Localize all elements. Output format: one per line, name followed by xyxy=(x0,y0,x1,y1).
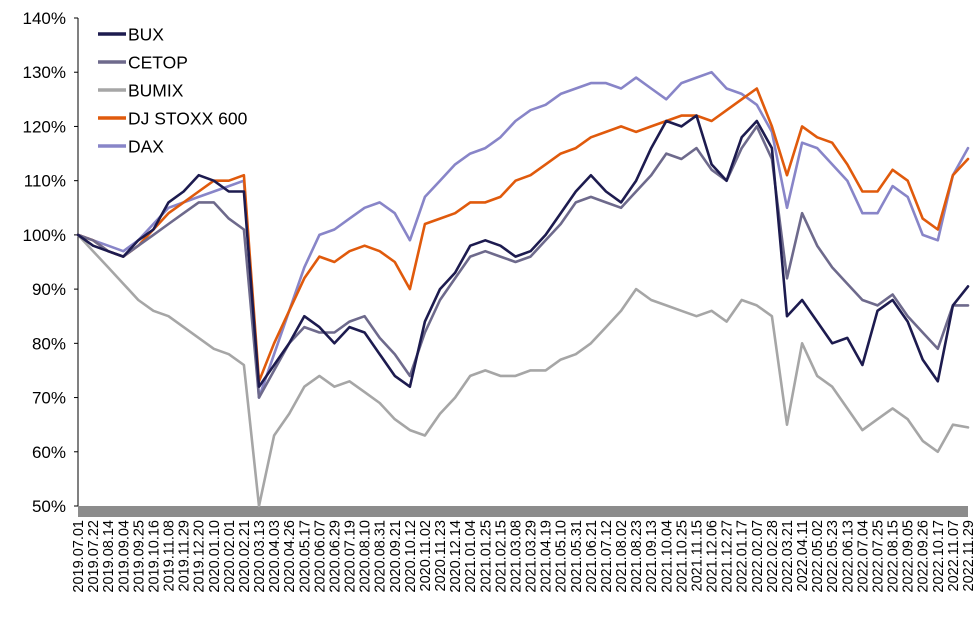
x-tick-label: 2021.12.27 xyxy=(720,520,736,593)
series-line-dj-stoxx-600 xyxy=(76,87,970,383)
x-tick-label: 2021.12.06 xyxy=(705,520,721,593)
y-tick-label: 70% xyxy=(32,389,66,408)
legend-label: DJ STOXX 600 xyxy=(128,109,248,129)
y-tick-label: 140% xyxy=(23,9,66,28)
x-tick-label: 2022.01.17 xyxy=(735,520,751,593)
x-tick-label: 2021.08.23 xyxy=(629,520,645,593)
legend: BUX CETOP BUMIX DJ STOXX 600 DAX xyxy=(98,25,248,157)
y-tick-label: 130% xyxy=(23,63,66,82)
series-line-bumix xyxy=(76,233,970,508)
legend-label: BUMIX xyxy=(128,81,184,101)
x-tick-label: 2021.09.13 xyxy=(644,520,660,593)
x-tick-label: 2020.12.14 xyxy=(448,520,464,593)
x-tick-label: 2022.04.11 xyxy=(795,520,811,592)
series-line-dax xyxy=(76,70,970,399)
x-tick-label: 2019.07.01 xyxy=(71,520,87,593)
x-tick-label: 2020.08.10 xyxy=(358,520,374,593)
x-tick-label: 2021.11.15 xyxy=(689,520,705,592)
x-tick-label: 2021.06.21 xyxy=(584,520,600,593)
x-tick-label: 2022.02.28 xyxy=(765,520,781,593)
x-tick-label: 2021.01.04 xyxy=(463,520,479,593)
x-tick-label: 2020.04.26 xyxy=(282,520,298,593)
x-tick-label: 2020.05.17 xyxy=(297,520,313,593)
x-tick-label: 2021.03.08 xyxy=(508,520,524,593)
x-tick-label: 2020.04.03 xyxy=(267,520,283,593)
x-tick-label: 2022.09.26 xyxy=(916,520,932,593)
x-tick-label: 2021.07.12 xyxy=(599,520,615,593)
x-tick-label: 2020.07.19 xyxy=(343,520,359,593)
x-tick-label: 2020.06.29 xyxy=(327,520,343,593)
series-line-cetop xyxy=(76,125,970,399)
legend-label: CETOP xyxy=(128,53,188,73)
x-tick-label: 2019.11.29 xyxy=(177,520,193,592)
x-tick-label: 2021.08.02 xyxy=(614,520,630,593)
x-tick-label: 2022.03.21 xyxy=(780,520,796,593)
x-tick-label: 2022.07.25 xyxy=(870,520,886,593)
x-tick-label: 2020.10.12 xyxy=(403,520,419,593)
x-tick-label: 2022.05.23 xyxy=(825,520,841,593)
legend-label: BUX xyxy=(128,25,164,45)
x-tick-label: 2021.10.04 xyxy=(659,520,675,593)
x-tick-label: 2019.09.04 xyxy=(116,520,132,593)
x-tick-label: 2020.01.10 xyxy=(207,520,223,593)
y-tick-label: 110% xyxy=(24,172,66,191)
x-tick-label: 2022.10.17 xyxy=(931,520,947,593)
x-tick-label: 2022.11.29 xyxy=(961,520,975,592)
x-axis-band xyxy=(78,506,968,517)
x-tick-label: 2022.09.05 xyxy=(901,520,917,593)
y-tick-label: 90% xyxy=(32,280,66,299)
x-tick-label: 2021.03.29 xyxy=(524,520,540,593)
x-tick-label: 2021.10.25 xyxy=(674,520,690,593)
y-axis: 50% 60% 70% 80% 90% 100% 110% 120% 130% 140% xyxy=(23,9,79,516)
x-tick-label: 2019.11.08 xyxy=(162,520,178,592)
y-tick-label: 60% xyxy=(32,443,66,462)
x-tick-label: 2021.01.25 xyxy=(478,520,494,593)
x-tick-label: 2020.08.31 xyxy=(373,520,389,593)
y-tick-label: 50% xyxy=(32,497,66,516)
x-tick-label: 2019.08.14 xyxy=(101,520,117,593)
x-tick-label: 2020.02.21 xyxy=(237,520,253,593)
x-tick-label: 2022.05.02 xyxy=(810,520,826,593)
x-tick-label: 2020.06.07 xyxy=(312,520,328,593)
x-tick-label: 2021.05.31 xyxy=(569,520,585,593)
x-tick-label: 2022.11.07 xyxy=(946,520,962,592)
x-tick-label: 2022.07.04 xyxy=(855,520,871,593)
x-tick-label: 2019.10.16 xyxy=(146,520,162,593)
x-tick-label: 2020.11.23 xyxy=(433,520,449,592)
x-tick-label: 2021.02.15 xyxy=(493,520,509,593)
x-tick-label: 2019.07.22 xyxy=(86,520,102,593)
x-tick-label: 2020.03.13 xyxy=(252,520,268,593)
x-tick-label: 2022.06.13 xyxy=(840,520,856,593)
x-tick-label: 2021.04.19 xyxy=(539,520,555,593)
x-tick-label: 2019.09.25 xyxy=(131,520,147,593)
x-tick-label: 2021.05.10 xyxy=(554,520,570,593)
legend-label: DAX xyxy=(128,137,164,157)
x-tick-label: 2022.02.07 xyxy=(750,520,766,593)
x-axis: 2019.07.01 2019.07.22 2019.08.14 2019.09.04… xyxy=(71,506,975,593)
y-tick-label: 80% xyxy=(32,334,66,353)
y-tick-label: 100% xyxy=(23,226,66,245)
series-line-bux xyxy=(76,114,970,389)
x-tick-label: 2020.09.21 xyxy=(388,520,404,593)
series-lines xyxy=(76,70,970,508)
x-tick-label: 2020.11.02 xyxy=(418,520,434,592)
x-tick-label: 2019.12.20 xyxy=(192,520,208,593)
x-tick-label: 2020.02.01 xyxy=(222,520,238,593)
y-tick-label: 120% xyxy=(23,117,66,136)
x-tick-label: 2022.08.15 xyxy=(886,520,902,593)
